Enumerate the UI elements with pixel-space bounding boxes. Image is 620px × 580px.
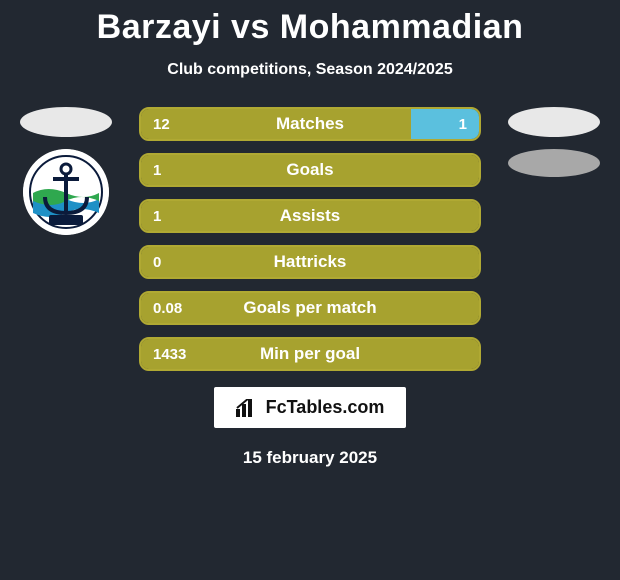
bar-value-right: 1 [459, 116, 467, 133]
stat-bar: 12Matches1 [139, 107, 481, 141]
subtitle: Club competitions, Season 2024/2025 [0, 61, 620, 79]
left-player-column [11, 107, 121, 235]
footer: FcTables.com [0, 387, 620, 428]
player-silhouette-left [20, 107, 112, 137]
comparison-content: 12Matches11Goals1Assists0Hattricks0.08Go… [0, 107, 620, 371]
bar-label: Hattricks [141, 252, 479, 272]
bar-label: Assists [141, 206, 479, 226]
bar-label: Matches [141, 114, 479, 134]
brand-text: FcTables.com [266, 397, 385, 418]
stat-bar: 1433Min per goal [139, 337, 481, 371]
stat-bar: 0Hattricks [139, 245, 481, 279]
right-player-column [499, 107, 609, 177]
stat-bar: 0.08Goals per match [139, 291, 481, 325]
bars-icon [236, 399, 258, 417]
stat-bar: 1Assists [139, 199, 481, 233]
bar-label: Goals per match [141, 298, 479, 318]
bar-label: Min per goal [141, 344, 479, 364]
bar-label: Goals [141, 160, 479, 180]
stat-bars: 12Matches11Goals1Assists0Hattricks0.08Go… [139, 107, 481, 371]
club-badge-left [23, 149, 109, 235]
stat-bar: 1Goals [139, 153, 481, 187]
container: Barzayi vs Mohammadian Club competitions… [0, 0, 620, 468]
brand-badge: FcTables.com [214, 387, 407, 428]
date-text: 15 february 2025 [0, 448, 620, 468]
page-title: Barzayi vs Mohammadian [0, 8, 620, 47]
player-silhouette-right-1 [508, 107, 600, 137]
anchor-badge-icon [23, 149, 109, 235]
player-silhouette-right-2 [508, 149, 600, 177]
